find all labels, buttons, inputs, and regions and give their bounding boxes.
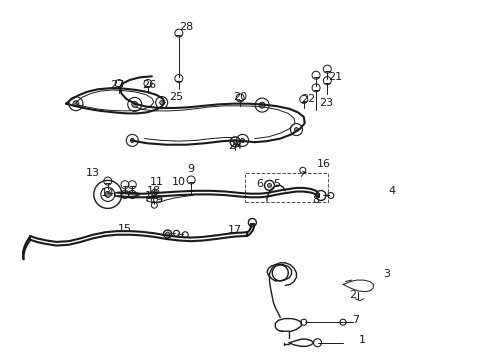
Text: 8: 8 — [313, 195, 319, 205]
Text: 24: 24 — [228, 141, 243, 151]
Bar — [245, 173, 328, 202]
Text: 5: 5 — [273, 179, 280, 189]
Text: 19: 19 — [150, 195, 164, 205]
Text: 6: 6 — [256, 179, 263, 189]
Text: 18: 18 — [147, 186, 161, 196]
Circle shape — [294, 127, 298, 132]
Text: 2: 2 — [349, 290, 356, 300]
Circle shape — [268, 183, 271, 188]
Text: 23: 23 — [319, 98, 333, 108]
Text: 14: 14 — [101, 188, 115, 198]
Text: 26: 26 — [143, 80, 156, 90]
Text: 22: 22 — [301, 94, 316, 104]
Text: 3: 3 — [384, 269, 391, 279]
Circle shape — [130, 138, 134, 143]
Text: 9: 9 — [188, 164, 195, 174]
Text: 7: 7 — [352, 315, 359, 325]
Text: 11: 11 — [150, 177, 164, 187]
Text: 21: 21 — [329, 72, 343, 82]
Text: 28: 28 — [179, 22, 194, 32]
Text: 27: 27 — [110, 80, 125, 90]
Text: 17: 17 — [228, 225, 242, 235]
Circle shape — [166, 232, 170, 236]
Circle shape — [259, 102, 265, 108]
Circle shape — [132, 102, 138, 107]
Circle shape — [105, 192, 111, 197]
Text: 4: 4 — [389, 186, 395, 196]
Text: 16: 16 — [317, 159, 330, 169]
Circle shape — [241, 138, 245, 143]
Text: 12: 12 — [145, 191, 159, 201]
Text: 1: 1 — [359, 335, 366, 345]
Text: 15: 15 — [118, 224, 132, 234]
Circle shape — [73, 101, 79, 107]
Text: 20: 20 — [233, 92, 247, 102]
Circle shape — [233, 140, 237, 144]
Circle shape — [160, 100, 164, 105]
Text: 13: 13 — [86, 168, 100, 178]
Text: 25: 25 — [170, 92, 183, 102]
Text: 10: 10 — [172, 177, 186, 187]
